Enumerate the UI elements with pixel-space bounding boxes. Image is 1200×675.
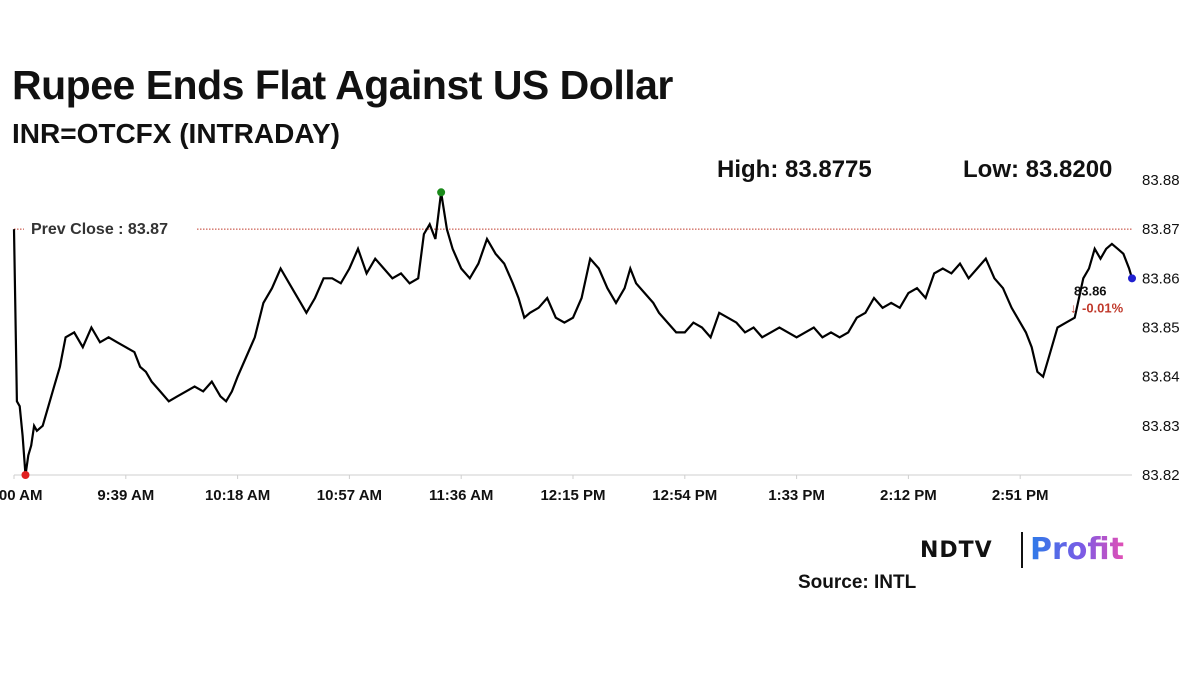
- last-change-label: -0.01%: [1082, 300, 1124, 315]
- x-tick-label: 10:57 AM: [317, 487, 382, 504]
- x-tick-label: 2:12 PM: [880, 487, 937, 504]
- y-tick-label: 83.82: [1142, 467, 1180, 484]
- change-down-icon: ↓: [1070, 300, 1077, 315]
- source-note: Source: INTL: [798, 572, 917, 593]
- logo-divider: [1021, 532, 1023, 568]
- x-tick-label: 2:51 PM: [992, 487, 1049, 504]
- x-tick-label: 1:33 PM: [768, 487, 825, 504]
- last-point-marker: [1128, 274, 1136, 283]
- low-point-marker: [21, 471, 30, 479]
- logo-product-text: Profit: [1030, 532, 1124, 567]
- y-tick-label: 83.83: [1142, 418, 1180, 435]
- y-tick-label: 83.87: [1142, 221, 1180, 238]
- x-tick-label: 12:15 PM: [540, 487, 605, 504]
- low-value-label: Low: 83.8200: [963, 156, 1113, 183]
- price-series-line: [12, 192, 1134, 476]
- x-tick-label: 12:54 PM: [652, 487, 717, 504]
- y-tick-label: 83.86: [1142, 270, 1180, 287]
- logo-brand-text: NDTV: [920, 538, 993, 563]
- high-value-label: High: 83.8775: [717, 156, 872, 183]
- y-tick-label: 83.85: [1142, 320, 1180, 337]
- high-point-marker: [437, 188, 446, 197]
- x-tick-label: 10:18 AM: [205, 487, 270, 504]
- x-tick-label: 9:00 AM: [0, 487, 42, 504]
- chart-title: Rupee Ends Flat Against US Dollar: [12, 62, 673, 108]
- prev-close-label-bg: [24, 218, 196, 241]
- y-tick-label: 83.88: [1142, 172, 1180, 189]
- chart-subtitle: INR=OTCFX (INTRADAY): [12, 118, 340, 149]
- x-tick-label: 9:39 AM: [97, 487, 154, 504]
- x-tick-label: 11:36 AM: [429, 487, 493, 504]
- prev-close-label: Prev Close : 83.87: [31, 221, 168, 238]
- last-value-label: 83.86: [1074, 283, 1107, 298]
- y-tick-label: 83.84: [1142, 369, 1180, 386]
